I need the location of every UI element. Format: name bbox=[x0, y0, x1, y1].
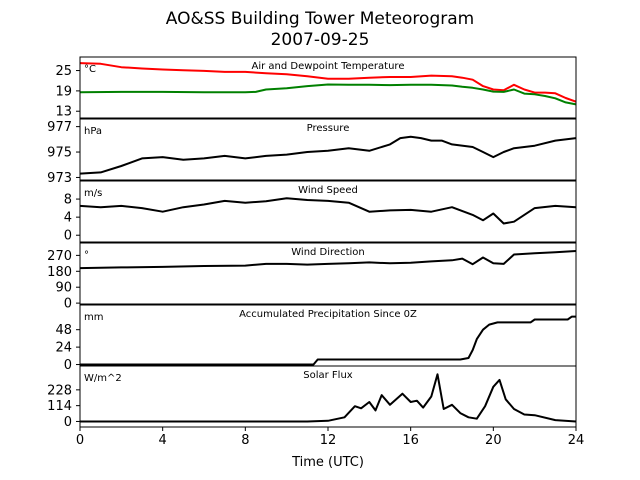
chart-date: 2007-09-25 bbox=[271, 30, 370, 50]
panel-1: 973 975 977 hPa Pressure bbox=[47, 118, 577, 186]
y-tick-label-2-1: 4 bbox=[64, 211, 72, 226]
y-tick-label-4-0: 0 bbox=[64, 358, 72, 373]
x-tick-label-6: 24 bbox=[568, 433, 585, 448]
x-tick-label-1: 4 bbox=[159, 433, 167, 448]
series-line-2-0 bbox=[79, 197, 577, 225]
chart-title: AO&SS Building Tower Meteorogram bbox=[166, 9, 474, 29]
y-tick-label-0-0: 13 bbox=[55, 105, 72, 120]
panel-unit-5: W/m^2 bbox=[84, 373, 122, 384]
panel-title-3: Wind Direction bbox=[291, 247, 365, 258]
series-line-3-0 bbox=[79, 250, 577, 270]
x-tick-label-5: 20 bbox=[485, 433, 502, 448]
x-tick-label-0: 0 bbox=[76, 433, 84, 448]
y-tick-label-4-1: 24 bbox=[55, 341, 72, 356]
panel-frame-3 bbox=[79, 242, 577, 305]
panel-0: 13 19 25 °C Air and Dewpoint Temperature bbox=[55, 56, 577, 120]
x-axis-label: Time (UTC) bbox=[291, 455, 364, 470]
panel-title-2: Wind Speed bbox=[298, 185, 358, 196]
y-tick-label-0-1: 19 bbox=[55, 84, 72, 99]
x-tick-label-2: 8 bbox=[241, 433, 249, 448]
series-line-4-0 bbox=[80, 315, 576, 366]
y-tick-label-5-0: 0 bbox=[64, 415, 72, 430]
panel-title-5: Solar Flux bbox=[303, 370, 353, 381]
y-tick-label-5-1: 114 bbox=[47, 399, 72, 414]
x-axis: 0 4 8 12 16 20 24 bbox=[76, 433, 584, 448]
panel-title-0: Air and Dewpoint Temperature bbox=[252, 61, 405, 72]
series-line-0-0 bbox=[79, 62, 577, 103]
x-tick-label-3: 12 bbox=[320, 433, 337, 448]
panel-title-4: Accumulated Precipitation Since 0Z bbox=[239, 309, 417, 320]
x-tick-label-4: 16 bbox=[402, 433, 419, 448]
y-tick-label-3-0: 0 bbox=[64, 297, 72, 312]
y-tick-label-5-2: 228 bbox=[47, 383, 72, 398]
panel-unit-3: ° bbox=[84, 250, 89, 261]
panel-title-1: Pressure bbox=[307, 123, 350, 134]
y-tick-label-3-3: 270 bbox=[47, 249, 72, 264]
series-line-5-0 bbox=[80, 373, 577, 423]
panel-unit-2: m/s bbox=[84, 188, 102, 199]
panel-frame-2 bbox=[79, 180, 577, 243]
panel-2: 0 4 8 m/s Wind Speed bbox=[64, 180, 577, 244]
panel-unit-1: hPa bbox=[84, 126, 102, 137]
y-tick-label-2-0: 0 bbox=[64, 229, 72, 244]
panel-4: 0 24 48 mm Accumulated Precipitation Since 0… bbox=[55, 304, 577, 373]
y-tick-label-3-1: 90 bbox=[55, 281, 72, 296]
panel-frame-0 bbox=[79, 56, 577, 119]
y-tick-label-4-2: 48 bbox=[55, 323, 72, 338]
panel-unit-0: °C bbox=[84, 64, 96, 75]
y-tick-label-0-2: 25 bbox=[55, 64, 72, 79]
panel-frame-1 bbox=[79, 118, 577, 181]
panel-unit-4: mm bbox=[84, 312, 103, 323]
y-tick-label-1-0: 973 bbox=[47, 171, 72, 186]
y-tick-label-1-2: 977 bbox=[47, 120, 72, 135]
y-tick-label-1-1: 975 bbox=[47, 146, 72, 161]
series-line-1-0 bbox=[79, 135, 577, 175]
series-line-0-1 bbox=[79, 83, 577, 106]
y-tick-label-3-2: 180 bbox=[47, 265, 72, 280]
y-tick-label-2-2: 8 bbox=[64, 193, 72, 208]
